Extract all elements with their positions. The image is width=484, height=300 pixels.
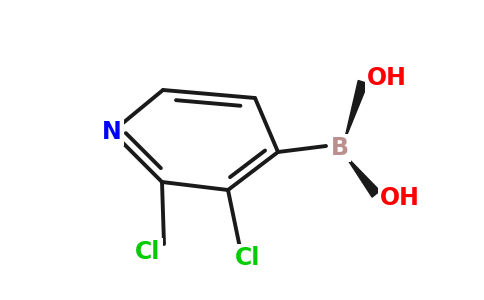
Polygon shape	[344, 154, 380, 197]
Text: Cl: Cl	[235, 246, 261, 270]
Text: OH: OH	[380, 186, 420, 210]
Polygon shape	[344, 80, 368, 142]
Text: OH: OH	[367, 66, 407, 90]
Text: Cl: Cl	[136, 240, 161, 264]
Text: N: N	[102, 120, 122, 144]
Text: B: B	[331, 136, 349, 160]
